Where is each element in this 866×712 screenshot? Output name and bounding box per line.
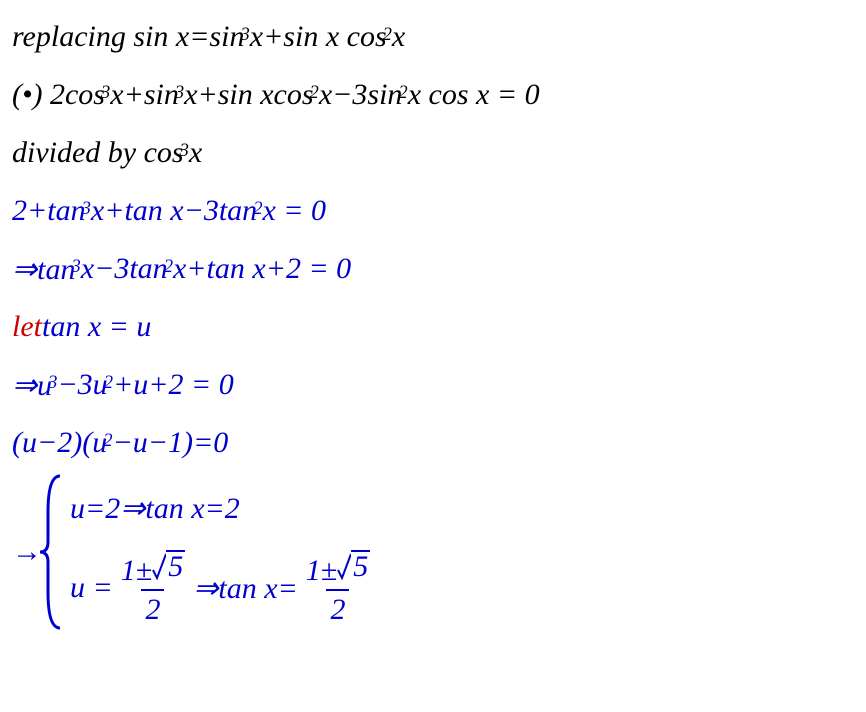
line-8: (u−2)(u 2 −u−1)=0 <box>12 414 854 472</box>
line-7: ⇒u 3 −3u 2 +u+2 = 0 <box>12 356 854 414</box>
text: (•) 2cos <box>12 78 105 112</box>
line-3: divided by cos 3 x <box>12 124 854 182</box>
text: x = 0 <box>262 194 326 228</box>
text: x <box>392 20 405 54</box>
text-let: let <box>12 310 42 344</box>
text: u=2⇒tan x=2 <box>70 491 240 526</box>
text: x−3tan <box>81 252 168 286</box>
line-5: ⇒tan 3 x−3tan 2 x+tan x+2 = 0 <box>12 240 854 298</box>
math-derivation: replacing sin x=sin 3 x+sin x cos 2 x (•… <box>0 0 866 640</box>
text: −u−1)=0 <box>113 426 229 460</box>
line-2: (•) 2cos 3 x+sin 3 x+sin xcos 2 x−3sin 2… <box>12 66 854 124</box>
brace-cases: → u=2⇒tan x=2 u = 1±5 2 ⇒tan x= 1±5 <box>12 472 854 632</box>
fraction-1: 1± 5 2 <box>117 550 189 626</box>
text: u = <box>70 571 113 605</box>
sqrt-icon: 5 <box>152 550 185 582</box>
line-6: let tan x = u <box>12 298 854 356</box>
text: x <box>189 136 202 170</box>
text: x cos x = 0 <box>408 78 540 112</box>
sqrt-icon: 5 <box>337 550 370 582</box>
left-brace-icon <box>38 472 66 632</box>
text: +u+2 = 0 <box>113 368 234 402</box>
text: ⇒tan x= <box>193 571 298 606</box>
text: ⇒tan <box>12 252 75 287</box>
brace-content: u=2⇒tan x=2 u = 1± 5 2 ⇒tan x= 1± 5 2 <box>70 472 378 632</box>
radicand: 5 <box>166 550 185 582</box>
text: divided by cos <box>12 136 184 170</box>
text: x+sin <box>110 78 179 112</box>
numerator: 1± 5 <box>302 550 374 589</box>
radicand: 5 <box>351 550 370 582</box>
text: (u−2)(u <box>12 426 107 460</box>
line-4: 2+tan 3 x+tan x−3tan 2 x = 0 <box>12 182 854 240</box>
text: −3u <box>57 368 107 402</box>
text: x+sin xcos <box>184 78 313 112</box>
num-text: 1± <box>121 554 152 587</box>
fraction-2: 1± 5 2 <box>302 550 374 626</box>
text: x+tan x+2 = 0 <box>173 252 351 286</box>
numerator: 1± 5 <box>117 550 189 589</box>
denominator: 2 <box>326 589 349 626</box>
num-text: 1± <box>306 554 337 587</box>
text: x−3sin <box>319 78 403 112</box>
text: replacing sin x=sin <box>12 20 244 54</box>
case-1: u=2⇒tan x=2 <box>70 478 378 538</box>
line-1: replacing sin x=sin 3 x+sin x cos 2 x <box>12 8 854 66</box>
text: tan x = u <box>42 310 151 344</box>
denominator: 2 <box>141 589 164 626</box>
text: x+sin x cos <box>250 20 387 54</box>
case-2: u = 1± 5 2 ⇒tan x= 1± 5 2 <box>70 550 378 626</box>
text: ⇒u <box>12 368 52 403</box>
text: x+tan x−3tan <box>91 194 257 228</box>
text: 2+tan <box>12 194 86 228</box>
